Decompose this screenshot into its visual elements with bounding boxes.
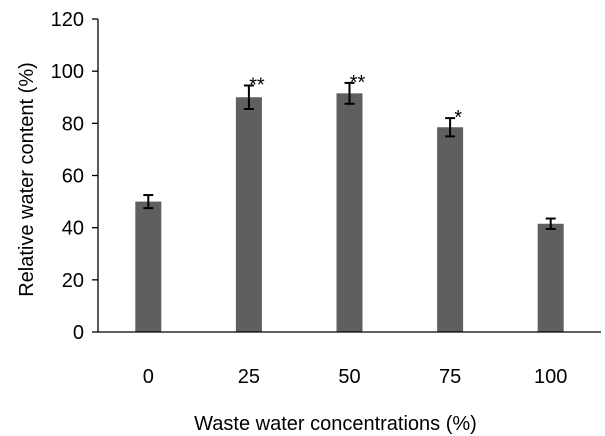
x-axis-title: Waste water concentrations (%) (194, 413, 477, 435)
x-tick-label: 50 (338, 366, 360, 388)
y-axis-ticks: 0 20 40 60 80 100 120 (51, 9, 98, 344)
y-tick-label: 0 (73, 322, 84, 344)
y-tick-label: 80 (62, 113, 84, 135)
y-tick-label: 100 (51, 61, 84, 83)
bar (135, 201, 162, 332)
y-tick-label: 120 (51, 9, 84, 31)
significance-label: * (454, 107, 462, 129)
significance-label: ** (249, 75, 265, 97)
x-tick-label: 0 (143, 366, 154, 388)
bar (235, 97, 262, 332)
bar (537, 223, 564, 332)
significance-label: ** (350, 72, 366, 94)
significance-labels-group: ** *** (249, 72, 462, 129)
bar (336, 93, 363, 333)
bar (437, 127, 464, 332)
error-bars-group (143, 81, 556, 230)
bars-group (135, 93, 564, 333)
x-tick-label: 75 (439, 366, 461, 388)
x-tick-label: 100 (534, 366, 567, 388)
y-axis-title: Relative water content (%) (16, 62, 38, 297)
y-tick-label: 40 (62, 218, 84, 240)
x-axis-ticks: 0 25 50 75 100 (143, 366, 568, 388)
x-tick-label: 25 (238, 366, 260, 388)
y-tick-label: 60 (62, 166, 84, 188)
y-tick-label: 20 (62, 270, 84, 292)
